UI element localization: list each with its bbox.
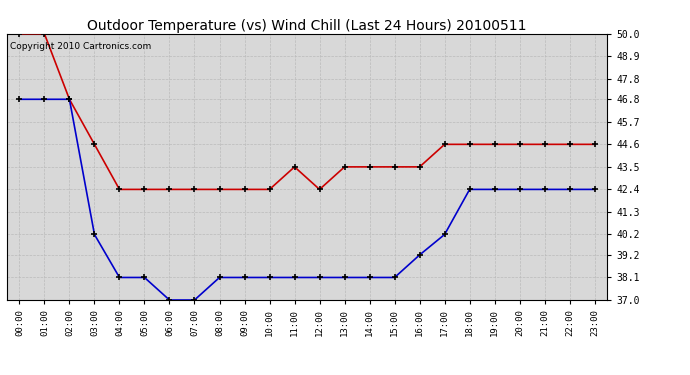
Title: Outdoor Temperature (vs) Wind Chill (Last 24 Hours) 20100511: Outdoor Temperature (vs) Wind Chill (Las… [88,19,526,33]
Text: Copyright 2010 Cartronics.com: Copyright 2010 Cartronics.com [10,42,151,51]
